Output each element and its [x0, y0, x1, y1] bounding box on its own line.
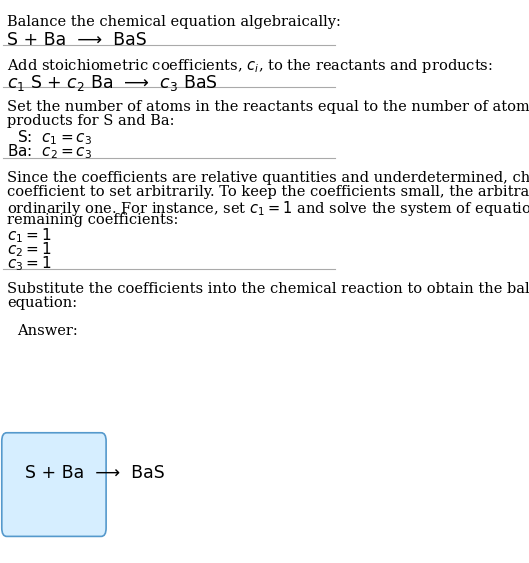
- Text: Answer:: Answer:: [17, 324, 77, 337]
- Text: Since the coefficients are relative quantities and underdetermined, choose a: Since the coefficients are relative quan…: [7, 171, 529, 185]
- Text: products for S and Ba:: products for S and Ba:: [7, 114, 174, 128]
- Text: coefficient to set arbitrarily. To keep the coefficients small, the arbitrary va: coefficient to set arbitrarily. To keep …: [7, 185, 529, 199]
- Text: $c_3 = 1$: $c_3 = 1$: [7, 254, 51, 273]
- Text: equation:: equation:: [7, 296, 77, 310]
- Text: $c_1$ S + $c_2$ Ba  ⟶  $c_3$ BaS: $c_1$ S + $c_2$ Ba ⟶ $c_3$ BaS: [7, 73, 217, 93]
- Text: $c_2 = 1$: $c_2 = 1$: [7, 240, 51, 260]
- Text: Add stoichiometric coefficients, $c_i$, to the reactants and products:: Add stoichiometric coefficients, $c_i$, …: [7, 57, 492, 75]
- Text: Set the number of atoms in the reactants equal to the number of atoms in the: Set the number of atoms in the reactants…: [7, 100, 529, 114]
- FancyBboxPatch shape: [2, 433, 106, 537]
- Text: S + Ba  ⟶  BaS: S + Ba ⟶ BaS: [25, 463, 165, 481]
- Text: Balance the chemical equation algebraically:: Balance the chemical equation algebraica…: [7, 15, 341, 29]
- Text: Substitute the coefficients into the chemical reaction to obtain the balanced: Substitute the coefficients into the che…: [7, 282, 529, 296]
- Text: Ba:  $c_2 = c_3$: Ba: $c_2 = c_3$: [7, 142, 92, 161]
- Text: ordinarily one. For instance, set $c_1 = 1$ and solve the system of equations fo: ordinarily one. For instance, set $c_1 =…: [7, 199, 529, 217]
- Text: S:  $c_1 = c_3$: S: $c_1 = c_3$: [17, 128, 92, 148]
- Text: S + Ba  ⟶  BaS: S + Ba ⟶ BaS: [7, 30, 147, 48]
- Text: $c_1 = 1$: $c_1 = 1$: [7, 226, 51, 245]
- Text: remaining coefficients:: remaining coefficients:: [7, 213, 178, 226]
